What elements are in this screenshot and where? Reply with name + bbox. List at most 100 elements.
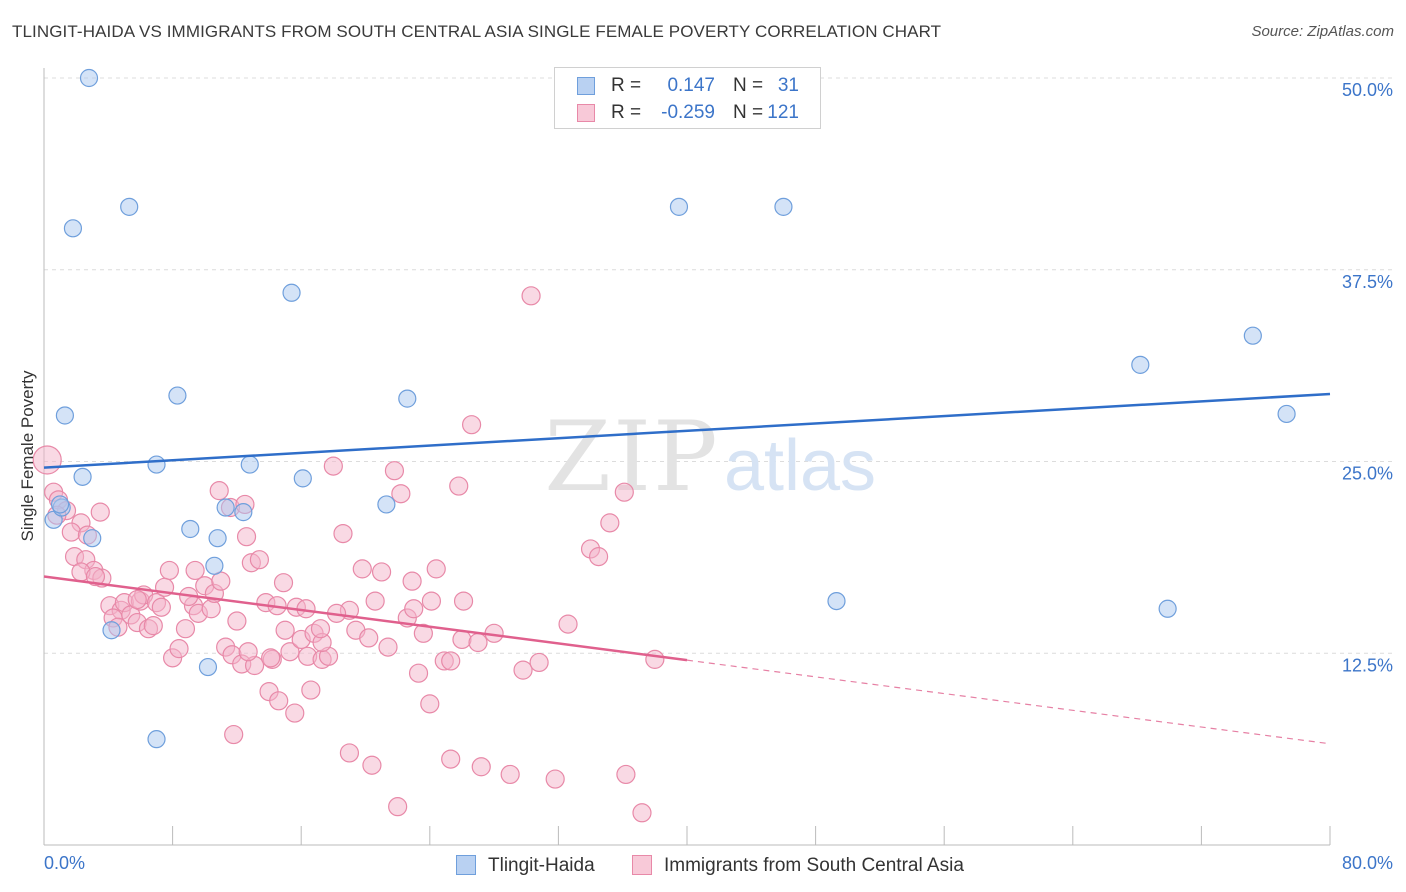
y-tick-label: 37.5% bbox=[1342, 272, 1393, 292]
immigrants-point bbox=[285, 703, 305, 723]
legend-swatch-blue bbox=[577, 77, 595, 95]
tlingit-point bbox=[827, 591, 846, 611]
tlingit-point bbox=[1131, 355, 1150, 374]
immigrants-point bbox=[359, 628, 379, 648]
tlingit-point bbox=[102, 621, 121, 640]
legend-swatch-pink bbox=[577, 104, 595, 122]
immigrants-point bbox=[275, 620, 295, 640]
immigrants-point bbox=[236, 527, 257, 547]
tlingit-point bbox=[398, 389, 417, 408]
immigrants-point bbox=[413, 623, 433, 643]
legend-n-value: 121 bbox=[767, 102, 799, 123]
immigrants-trendline bbox=[43, 575, 688, 662]
tlingit-point bbox=[377, 495, 396, 514]
legend-r-label: R = bbox=[611, 102, 642, 123]
series-legend: Tlingit-Haida Immigrants from South Cent… bbox=[0, 850, 1406, 878]
tlingit-point bbox=[73, 467, 92, 486]
tlingit-point bbox=[83, 529, 102, 548]
immigrants-point bbox=[600, 513, 620, 533]
tlingit-point bbox=[234, 503, 253, 522]
immigrants-point bbox=[408, 663, 429, 683]
immigrants-point bbox=[645, 649, 665, 669]
immigrants-point bbox=[261, 648, 281, 668]
immigrants-point bbox=[371, 562, 392, 582]
immigrants-point bbox=[365, 591, 385, 611]
immigrants-point bbox=[85, 566, 106, 587]
immigrants-point bbox=[227, 611, 247, 631]
legend-r-value: 0.147 bbox=[667, 75, 715, 96]
immigrants-point bbox=[421, 591, 442, 611]
tlingit-point bbox=[293, 469, 312, 488]
immigrants-point bbox=[468, 632, 488, 653]
tlingit-point bbox=[168, 386, 187, 405]
legend-swatch-blue bbox=[456, 855, 476, 875]
tlingit-point bbox=[147, 455, 166, 474]
immigrants-point bbox=[301, 680, 321, 700]
tlingit-point bbox=[282, 283, 301, 302]
legend-row-immigrants: R = -0.259 N = 121 bbox=[555, 100, 820, 126]
y-tick-label: 12.5% bbox=[1342, 655, 1393, 675]
immigrants-point bbox=[500, 764, 520, 785]
tlingit-point bbox=[240, 455, 259, 474]
x-tick-label-min: 0.0% bbox=[44, 853, 85, 873]
y-axis-label: Single Female Poverty bbox=[18, 370, 37, 542]
tlingit-point bbox=[50, 495, 70, 514]
immigrants-point bbox=[310, 619, 331, 639]
immigrants-point bbox=[333, 523, 353, 544]
tlingit-point bbox=[208, 529, 227, 548]
chart-title: TLINGIT-HAIDA VS IMMIGRANTS FROM SOUTH C… bbox=[12, 22, 942, 41]
immigrants-point bbox=[90, 502, 110, 522]
series-immigrants-points bbox=[32, 286, 665, 823]
immigrants-trendline-extension bbox=[686, 659, 1331, 745]
immigrants-point bbox=[61, 522, 81, 542]
legend-swatch-pink bbox=[632, 855, 652, 875]
tlingit-point bbox=[669, 197, 689, 216]
immigrants-point bbox=[384, 461, 405, 481]
immigrants-point bbox=[209, 481, 229, 501]
immigrants-point bbox=[452, 629, 472, 650]
watermark: ZIP atlas bbox=[544, 401, 876, 513]
tick-labels: 12.5% 25.0% 37.5% 50.0% 0.0% 80.0% bbox=[44, 80, 1393, 873]
tlingit-point bbox=[1277, 404, 1296, 424]
legend-label-immigrants: Immigrants from South Central Asia bbox=[664, 855, 964, 876]
x-tick-label-max: 80.0% bbox=[1342, 853, 1393, 873]
immigrants-point bbox=[404, 599, 424, 619]
tlingit-point bbox=[205, 556, 224, 575]
legend-r-value: -0.259 bbox=[661, 102, 715, 123]
immigrants-point bbox=[388, 797, 408, 817]
immigrants-point bbox=[588, 547, 609, 567]
legend-label-tlingit: Tlingit-Haida bbox=[488, 855, 595, 876]
immigrants-point bbox=[32, 445, 62, 475]
immigrants-point bbox=[449, 476, 469, 496]
immigrants-point bbox=[426, 559, 446, 579]
immigrants-point bbox=[273, 573, 294, 593]
immigrants-point bbox=[249, 550, 270, 570]
tlingit-point bbox=[774, 197, 793, 216]
legend-r-label: R = bbox=[611, 75, 642, 96]
tlingit-point bbox=[216, 498, 235, 517]
immigrants-point bbox=[151, 597, 171, 617]
y-tick-label: 25.0% bbox=[1342, 464, 1393, 484]
immigrants-point bbox=[280, 642, 300, 662]
immigrants-point bbox=[614, 482, 634, 502]
immigrants-point bbox=[616, 764, 636, 785]
immigrants-point bbox=[521, 286, 541, 306]
immigrants-point bbox=[420, 694, 440, 714]
immigrants-point bbox=[378, 637, 398, 657]
immigrants-point bbox=[175, 619, 196, 639]
tlingit-point bbox=[63, 219, 83, 238]
source-label: Source: ZipAtlas.com bbox=[1251, 23, 1394, 40]
tlingit-point bbox=[55, 406, 74, 425]
immigrants-point bbox=[441, 651, 461, 671]
immigrants-point bbox=[224, 724, 244, 745]
legend-n-label: N = bbox=[733, 102, 764, 123]
series-tlingit-points bbox=[44, 68, 1296, 749]
tlingit-trendline bbox=[43, 392, 1331, 469]
immigrants-point bbox=[453, 591, 474, 611]
immigrants-point bbox=[238, 642, 258, 662]
immigrants-point bbox=[471, 757, 491, 777]
immigrants-point bbox=[339, 743, 360, 763]
tlingit-point bbox=[79, 68, 99, 88]
legend-row-tlingit: R = 0.147 N = 31 bbox=[555, 73, 820, 99]
